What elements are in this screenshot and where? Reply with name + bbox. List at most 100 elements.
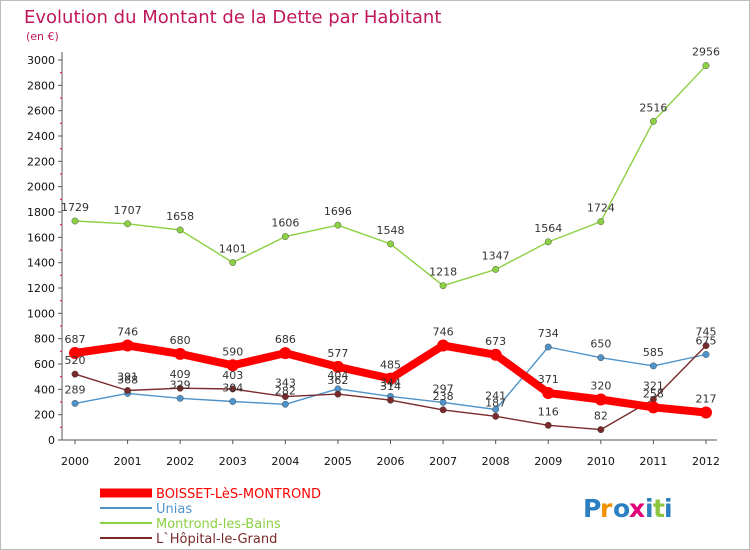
data-point	[71, 399, 79, 407]
data-point	[387, 396, 394, 404]
data-label: 1658	[166, 210, 194, 223]
data-label: 673	[485, 335, 506, 348]
data-label: 1729	[61, 201, 89, 214]
data-point	[702, 351, 710, 358]
data-label: 362	[327, 374, 348, 387]
y-tick-label: 1800	[27, 206, 55, 219]
data-label: 675	[696, 335, 717, 348]
data-point	[439, 398, 447, 406]
data-label: 282	[275, 384, 296, 397]
brand-letter: r	[600, 494, 613, 523]
data-label: 1606	[271, 217, 299, 230]
data-point	[544, 421, 552, 429]
data-point	[650, 362, 657, 370]
y-tick-label: 600	[34, 358, 55, 371]
data-point	[69, 346, 81, 359]
data-point	[71, 370, 79, 378]
brand-letter: x	[629, 494, 645, 523]
labels-1: 289 368 329 304 282 404 344 297 241 734 650 585 675	[65, 327, 717, 402]
data-point	[176, 226, 184, 234]
data-label: 217	[696, 393, 717, 406]
data-label: 1707	[114, 204, 142, 217]
data-point	[334, 221, 342, 229]
data-point	[334, 390, 342, 398]
y-tick-label: 2800	[27, 79, 55, 92]
y-tick-label: 2000	[27, 181, 55, 194]
data-label: 1548	[377, 224, 405, 237]
data-label: 187	[485, 396, 506, 409]
chart-subtitle: (en €)	[26, 30, 59, 43]
data-label: 746	[433, 326, 454, 339]
y-tick-label: 3000	[27, 54, 55, 67]
data-point	[279, 347, 292, 360]
data-label: 344	[380, 376, 401, 389]
data-point	[387, 240, 394, 248]
x-tick-label: 2004	[271, 455, 299, 468]
data-label: 329	[170, 378, 191, 391]
legend-entry: Unias	[156, 502, 192, 517]
x-tick-label: 2003	[219, 455, 247, 468]
data-label: 577	[327, 347, 348, 360]
data-label: 289	[65, 383, 86, 396]
data-point	[544, 238, 552, 246]
data-point	[594, 393, 607, 406]
y-tick-label: 800	[34, 333, 55, 346]
labels-3: 520 391 409 403 343 362 314 238 187 116 82 321 745	[65, 326, 717, 423]
data-label: 585	[643, 346, 664, 359]
data-label: 391	[117, 370, 138, 383]
y-tick-label: 1200	[27, 282, 55, 295]
series-0	[69, 339, 712, 419]
data-label: 2956	[692, 46, 720, 59]
data-label: 650	[590, 338, 611, 351]
data-label: 1564	[534, 222, 562, 235]
data-label: 258	[643, 387, 664, 400]
data-label: 1724	[587, 202, 615, 215]
data-point	[124, 387, 131, 394]
brand-letter: t	[653, 494, 665, 523]
data-label: 680	[170, 334, 191, 347]
data-label: 82	[594, 410, 608, 423]
data-point	[597, 354, 605, 362]
data-point	[176, 394, 184, 402]
data-label: 241	[485, 389, 506, 402]
y-tick-label: 0	[48, 434, 55, 447]
brand-letter: o	[613, 494, 630, 523]
data-point	[702, 62, 710, 69]
data-point	[174, 347, 187, 360]
data-label: 403	[222, 369, 243, 382]
data-label: 304	[222, 381, 243, 394]
brand-letter: i	[664, 494, 673, 523]
series-2	[71, 62, 710, 290]
labels-0: 687 746 680 590 686 577 485 746 673 371 320 258 217	[65, 326, 717, 406]
data-label: 1401	[219, 243, 247, 256]
data-point	[489, 348, 502, 361]
x-tick-label: 2010	[587, 455, 615, 468]
x-tick-label: 2012	[692, 455, 720, 468]
x-tick-label: 2011	[639, 455, 667, 468]
series-line	[74, 65, 707, 287]
data-label: 520	[65, 354, 86, 367]
x-tick-label: 2006	[377, 455, 405, 468]
x-tick-label: 2002	[166, 455, 194, 468]
data-point	[281, 400, 289, 408]
data-point	[281, 393, 289, 400]
data-label: 686	[275, 333, 296, 346]
data-point	[439, 406, 447, 414]
data-label: 320	[590, 379, 611, 392]
data-point	[176, 384, 184, 392]
proxiti-logo: Pr ox i t i	[583, 494, 673, 523]
data-point	[544, 343, 552, 351]
data-point	[492, 412, 500, 420]
y-tick-label: 1000	[27, 307, 55, 320]
data-point	[437, 339, 450, 352]
y-tick-label: 2600	[27, 105, 55, 118]
data-label: 1347	[482, 249, 510, 262]
x-tick-label: 2001	[114, 455, 142, 468]
data-label: 409	[170, 368, 191, 381]
series-group: 1729 1707 1658 1401 1606 1696 1548 1218 1347 1564…	[61, 46, 720, 434]
data-point	[229, 259, 237, 266]
data-label: 687	[65, 333, 86, 346]
x-tick-label: 2008	[482, 455, 510, 468]
